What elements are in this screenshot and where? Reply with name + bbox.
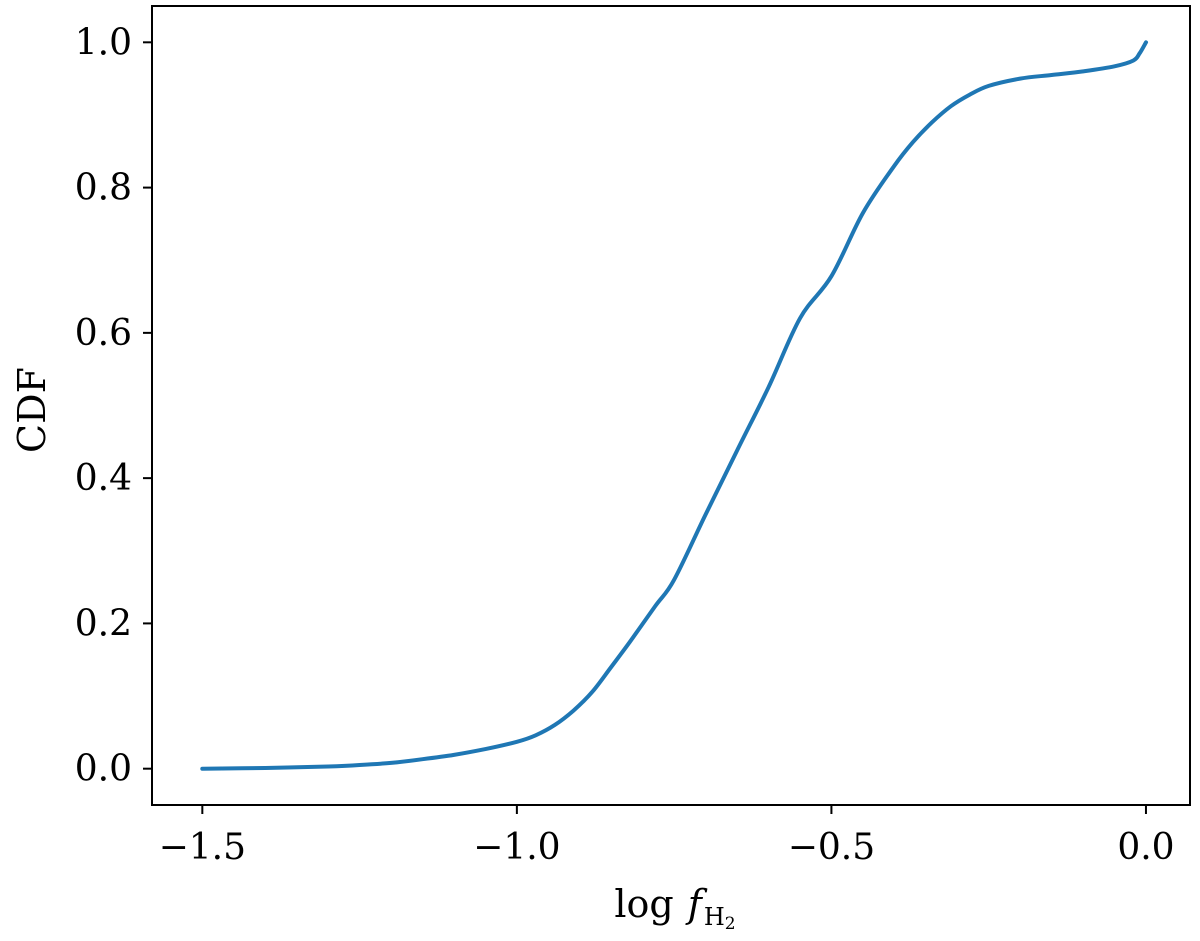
x-axis-ticks: −1.5 −1.0 −0.5 0.0 bbox=[159, 805, 1175, 868]
y-tick-label: 1.0 bbox=[75, 22, 132, 63]
plot-area bbox=[200, 40, 1148, 771]
x-tick-label: −1.0 bbox=[473, 827, 560, 868]
y-tick-label: 0.4 bbox=[75, 458, 132, 499]
y-tick-label: 0.0 bbox=[75, 749, 132, 790]
x-axis-label-subscript: H bbox=[704, 903, 725, 931]
y-axis-ticks: 0.0 0.2 0.4 0.6 0.8 1.0 bbox=[75, 22, 152, 790]
y-axis-label: CDF bbox=[10, 367, 54, 453]
cdf-line bbox=[200, 40, 1148, 771]
x-axis-label: log fH2 bbox=[614, 882, 735, 934]
y-tick-label: 0.8 bbox=[75, 168, 132, 209]
y-tick-label: 0.2 bbox=[75, 603, 132, 644]
x-axis-label-subscript2: 2 bbox=[725, 914, 736, 934]
axes-frame bbox=[151, 5, 1191, 806]
x-tick-label: −1.5 bbox=[159, 827, 246, 868]
x-axis-label-prefix: log bbox=[614, 882, 673, 926]
y-tick-label: 0.6 bbox=[75, 313, 132, 354]
x-tick-label: 0.0 bbox=[1117, 827, 1174, 868]
x-tick-label: −0.5 bbox=[788, 827, 875, 868]
